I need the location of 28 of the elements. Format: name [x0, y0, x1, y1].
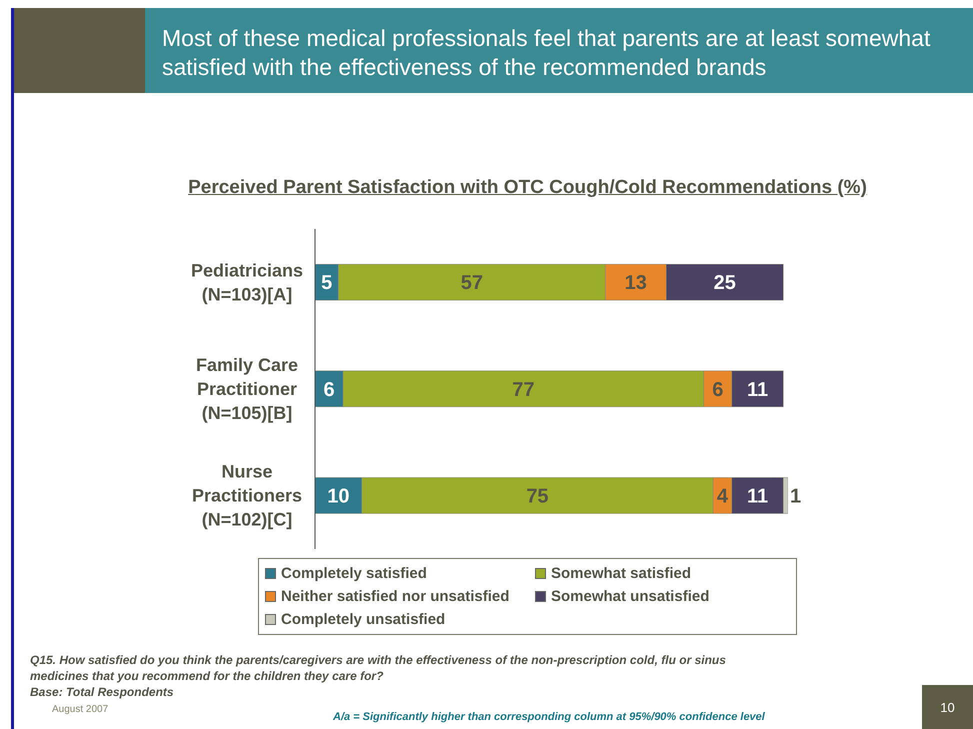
legend-label: Somewhat unsatisfied [551, 588, 710, 605]
data-label: 6 [712, 378, 724, 401]
data-label: 75 [526, 486, 549, 508]
y-tick-label: Pediatricians (N=103)[A] [190, 260, 304, 304]
y-tick-label: Family Care Practitioner (N=105)[B] [196, 355, 298, 423]
text: August 2007 [52, 704, 108, 715]
data-label: 5 [321, 272, 332, 294]
data-label: 6 [323, 378, 335, 401]
data-label: 25 [714, 272, 736, 294]
chart-subtitle: Perceived Parent Satisfaction with OTC Cough/Cold Recommendations (%) [187, 177, 868, 199]
data-label: 13 [624, 272, 647, 294]
text: 10 [922, 685, 973, 729]
data-label: 77 [512, 378, 535, 401]
legend-label: Neither satisfied nor unsatisfied [281, 588, 510, 605]
legend-label: Completely unsatisfied [281, 611, 446, 628]
data-label: 11 [746, 378, 768, 401]
data-label: 4 [716, 486, 729, 508]
legend-label: Completely satisfied [281, 564, 427, 582]
data-label: 1 [790, 486, 802, 508]
data-label: 57 [460, 272, 484, 294]
data-label: 11 [746, 486, 768, 508]
chart-title: Most of these medical professionals feel that parents are at least somewhat satisfied with the effectiveness of the recommended brands [145, 8, 973, 93]
data-label: 10 [327, 486, 350, 508]
text: Base: Total Respondents [30, 684, 175, 700]
y-tick-label: Nurse Practitioners (N=102)[C] [192, 462, 302, 530]
legend-label: Somewhat satisfied [551, 564, 692, 582]
text: A/a = Significantly higher than corresponding column at 95%/90% confidence level [333, 711, 765, 723]
text: Q15. How satisfied do you think the parents/caregivers are with the effectiveness of the non-prescription cold, flu or sinus medicines that you recommend for the children they care for? [30, 652, 727, 684]
